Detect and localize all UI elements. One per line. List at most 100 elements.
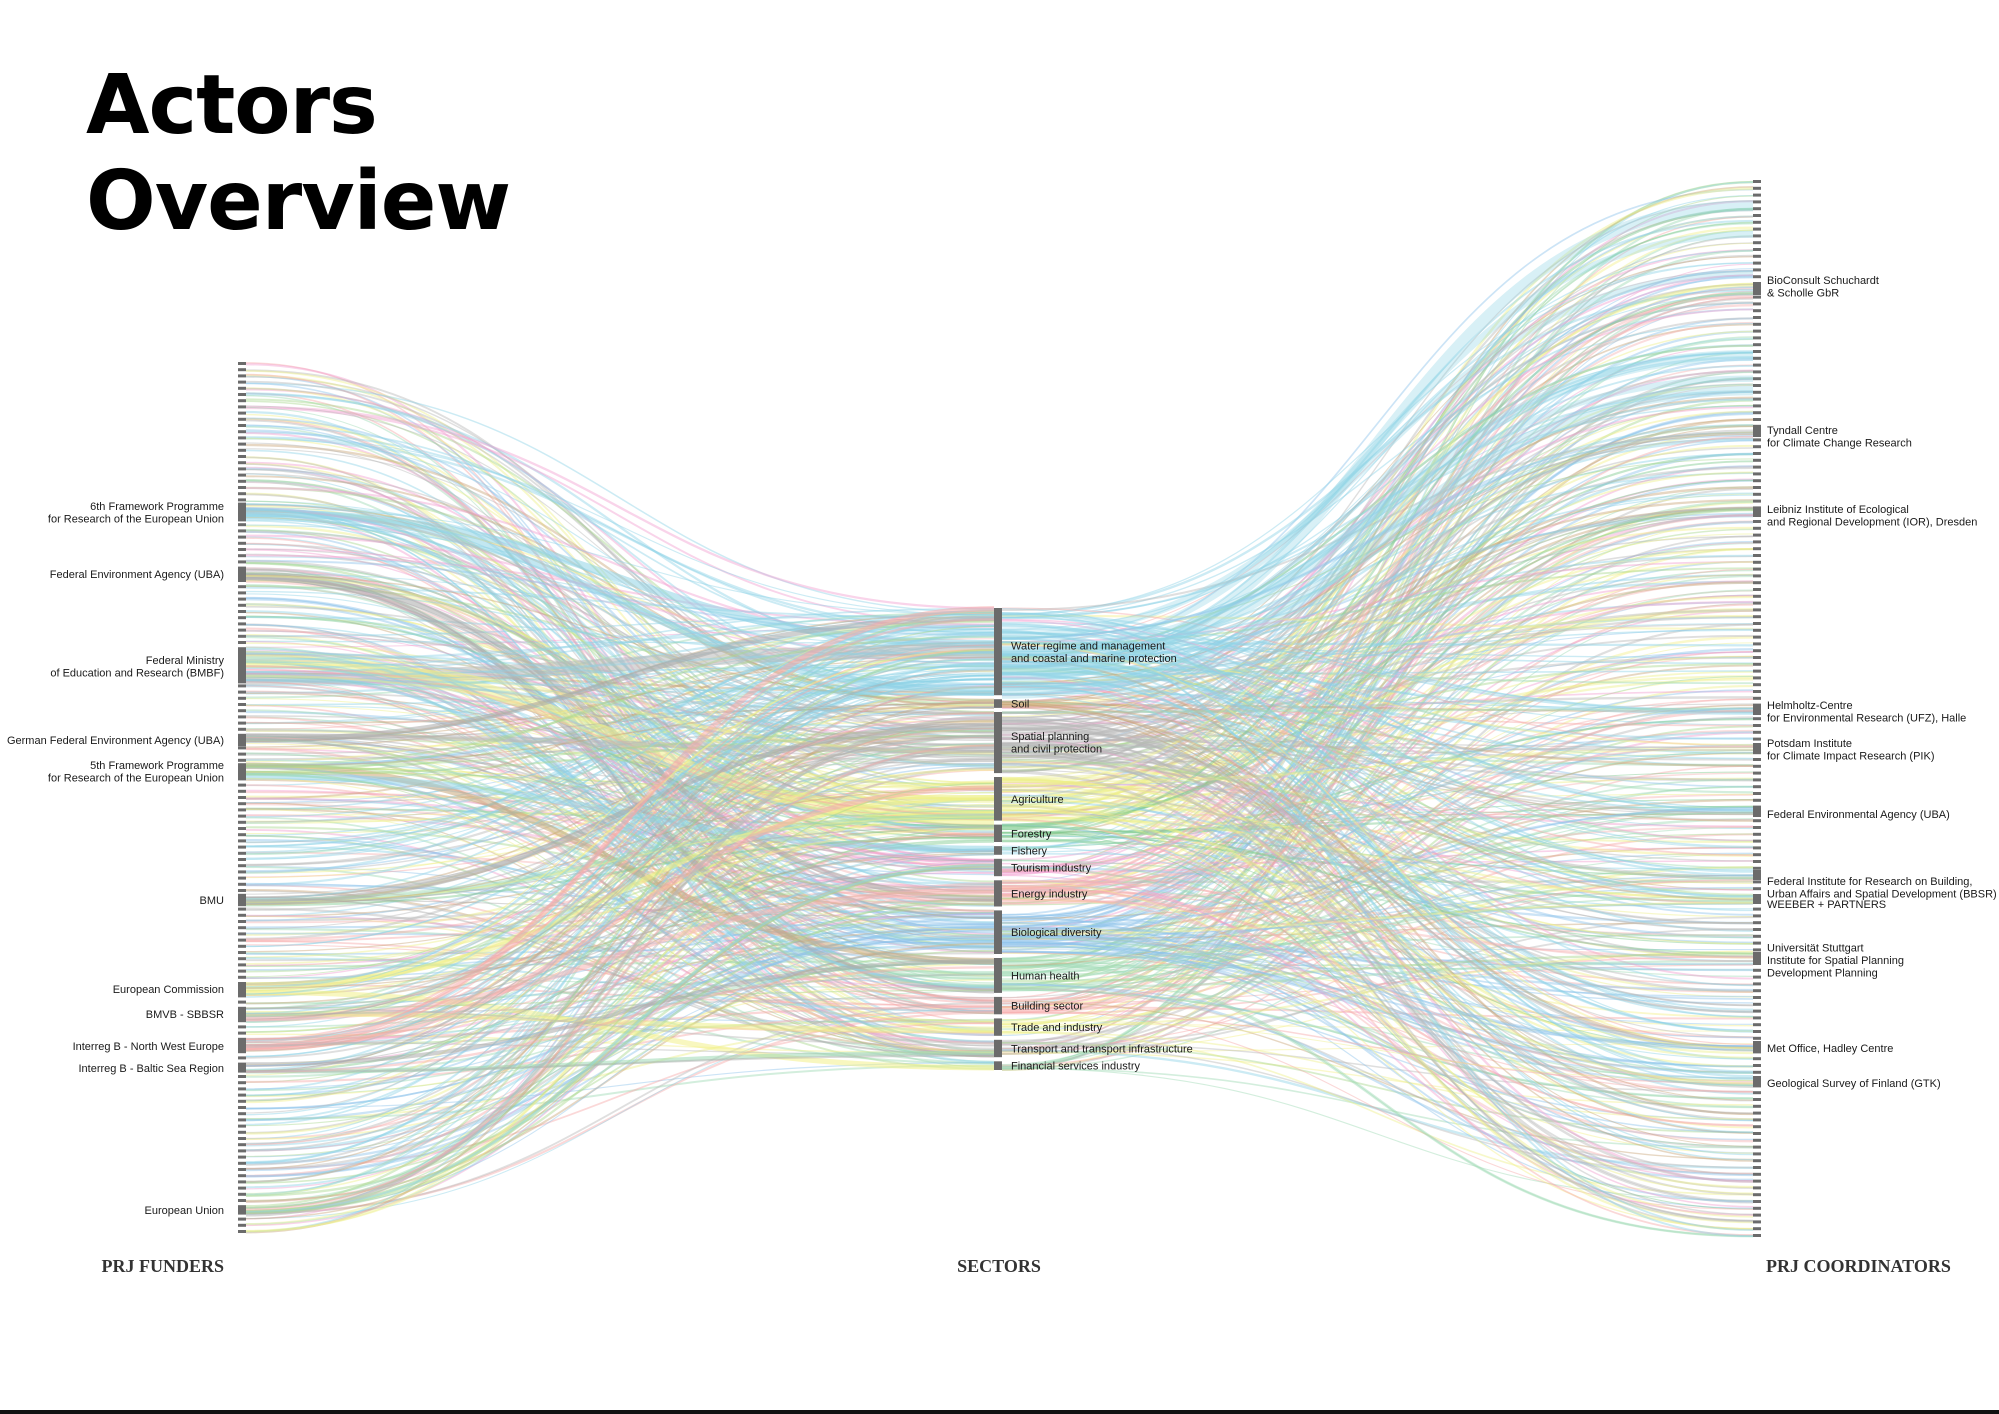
- funder-node-minor[interactable]: [238, 610, 246, 613]
- funder-node-minor[interactable]: [238, 709, 246, 713]
- coordinator-node-minor[interactable]: [1753, 615, 1761, 619]
- coordinator-node-minor[interactable]: [1753, 724, 1761, 727]
- coordinator-node[interactable]: [1753, 285, 1761, 295]
- coordinator-node-minor[interactable]: [1753, 853, 1761, 857]
- funder-node-minor[interactable]: [238, 994, 246, 998]
- coordinator-node-minor[interactable]: [1753, 458, 1761, 462]
- funder-node-minor[interactable]: [238, 727, 246, 731]
- sector-node[interactable]: [994, 1061, 1002, 1070]
- coordinator-node-minor[interactable]: [1753, 921, 1761, 925]
- funder-node-minor[interactable]: [238, 932, 246, 936]
- funder-node-minor[interactable]: [238, 411, 246, 415]
- funder-node-minor[interactable]: [238, 1192, 246, 1196]
- coordinator-node-minor[interactable]: [1753, 1200, 1761, 1203]
- funder-node-minor[interactable]: [238, 1075, 246, 1078]
- coordinator-node-minor[interactable]: [1753, 669, 1761, 673]
- funder-node-minor[interactable]: [238, 585, 246, 589]
- coordinator-node-minor[interactable]: [1753, 336, 1761, 340]
- funder-node-minor[interactable]: [238, 715, 246, 719]
- coordinator-node-minor[interactable]: [1753, 1132, 1761, 1135]
- coordinator-node-minor[interactable]: [1753, 846, 1761, 850]
- coordinator-node-minor[interactable]: [1753, 343, 1761, 347]
- coordinator-node-minor[interactable]: [1753, 574, 1761, 578]
- funder-node-minor[interactable]: [238, 975, 246, 979]
- funder-node-minor[interactable]: [238, 1081, 246, 1085]
- coordinator-node-minor[interactable]: [1753, 486, 1761, 489]
- coordinator-node-minor[interactable]: [1753, 676, 1761, 680]
- coordinator-node-minor[interactable]: [1753, 567, 1761, 571]
- coordinator-node-minor[interactable]: [1753, 452, 1761, 455]
- funder-node-minor[interactable]: [238, 529, 246, 533]
- funder-node-minor[interactable]: [238, 963, 246, 967]
- coordinator-node[interactable]: [1753, 870, 1761, 880]
- coordinator-node-minor[interactable]: [1753, 608, 1761, 612]
- coordinator-node-minor[interactable]: [1753, 472, 1761, 476]
- funder-node-minor[interactable]: [238, 362, 246, 365]
- coordinator-node-minor[interactable]: [1753, 1036, 1761, 1040]
- funder-node-minor[interactable]: [238, 957, 246, 961]
- coordinator-node-minor[interactable]: [1753, 1009, 1761, 1013]
- funder-node-minor[interactable]: [238, 851, 246, 855]
- coordinator-node-minor[interactable]: [1753, 914, 1761, 918]
- coordinator-node-minor[interactable]: [1753, 1091, 1761, 1095]
- coordinator-node-minor[interactable]: [1753, 1111, 1761, 1115]
- funder-node-minor[interactable]: [238, 473, 246, 477]
- funder-node-minor[interactable]: [238, 907, 246, 911]
- funder-node-minor[interactable]: [238, 913, 246, 917]
- sector-node[interactable]: [994, 880, 1002, 907]
- funder-node-minor[interactable]: [238, 492, 246, 496]
- coordinator-node-minor[interactable]: [1753, 540, 1761, 544]
- coordinator-node-minor[interactable]: [1753, 479, 1761, 483]
- funder-node-minor[interactable]: [238, 690, 246, 694]
- funder-node-minor[interactable]: [238, 393, 246, 396]
- coordinator-node-minor[interactable]: [1753, 962, 1761, 965]
- funder-node-minor[interactable]: [238, 1168, 246, 1171]
- funder-node-minor[interactable]: [238, 746, 246, 750]
- funder-node-minor[interactable]: [238, 696, 246, 700]
- funder-node-minor[interactable]: [238, 1130, 246, 1134]
- funder-node-minor[interactable]: [238, 796, 246, 799]
- funder-node-minor[interactable]: [238, 386, 246, 390]
- coordinator-node[interactable]: [1753, 1041, 1761, 1051]
- coordinator-node-minor[interactable]: [1753, 934, 1761, 938]
- funder-node-minor[interactable]: [238, 802, 246, 806]
- coordinator-node-minor[interactable]: [1753, 662, 1761, 666]
- coordinator-node-minor[interactable]: [1753, 499, 1761, 503]
- funder-node-minor[interactable]: [238, 1099, 246, 1103]
- coordinator-node-minor[interactable]: [1753, 690, 1761, 693]
- funder-node-minor[interactable]: [238, 920, 246, 923]
- funder-node-minor[interactable]: [238, 461, 246, 465]
- funder-node-minor[interactable]: [238, 814, 246, 818]
- funder-node-minor[interactable]: [238, 870, 246, 874]
- coordinator-node-minor[interactable]: [1753, 792, 1761, 795]
- coordinator-node[interactable]: [1753, 507, 1761, 517]
- coordinator-node-minor[interactable]: [1753, 1125, 1761, 1129]
- funder-node[interactable]: [238, 733, 246, 747]
- coordinator-node-minor[interactable]: [1753, 975, 1761, 979]
- coordinator-node[interactable]: [1753, 952, 1761, 962]
- coordinator-node-minor[interactable]: [1753, 771, 1761, 775]
- coordinator-node-minor[interactable]: [1753, 839, 1761, 843]
- coordinator-node-minor[interactable]: [1753, 1070, 1761, 1074]
- funder-node-minor[interactable]: [238, 579, 246, 582]
- funder-node-minor[interactable]: [238, 442, 246, 446]
- funder-node-minor[interactable]: [238, 541, 246, 545]
- coordinator-node-minor[interactable]: [1753, 268, 1761, 272]
- funder-node-minor[interactable]: [238, 703, 246, 706]
- coordinator-node-minor[interactable]: [1753, 377, 1761, 381]
- coordinator-node-minor[interactable]: [1753, 186, 1761, 190]
- coordinator-node-minor[interactable]: [1753, 635, 1761, 639]
- funder-node-minor[interactable]: [238, 641, 246, 644]
- funder-node-minor[interactable]: [238, 1124, 246, 1128]
- coordinator-node-minor[interactable]: [1753, 261, 1761, 265]
- coordinator-node-minor[interactable]: [1753, 989, 1761, 993]
- funder-node-minor[interactable]: [238, 374, 246, 378]
- funder-node-minor[interactable]: [238, 448, 246, 452]
- coordinator-node-minor[interactable]: [1753, 1064, 1761, 1067]
- funder-node-minor[interactable]: [238, 591, 246, 595]
- coordinator-node-minor[interactable]: [1753, 560, 1761, 564]
- funder-node-minor[interactable]: [238, 430, 246, 434]
- coordinator-node-minor[interactable]: [1753, 254, 1761, 258]
- funder-node-minor[interactable]: [238, 1186, 246, 1190]
- funder-node-minor[interactable]: [238, 827, 246, 830]
